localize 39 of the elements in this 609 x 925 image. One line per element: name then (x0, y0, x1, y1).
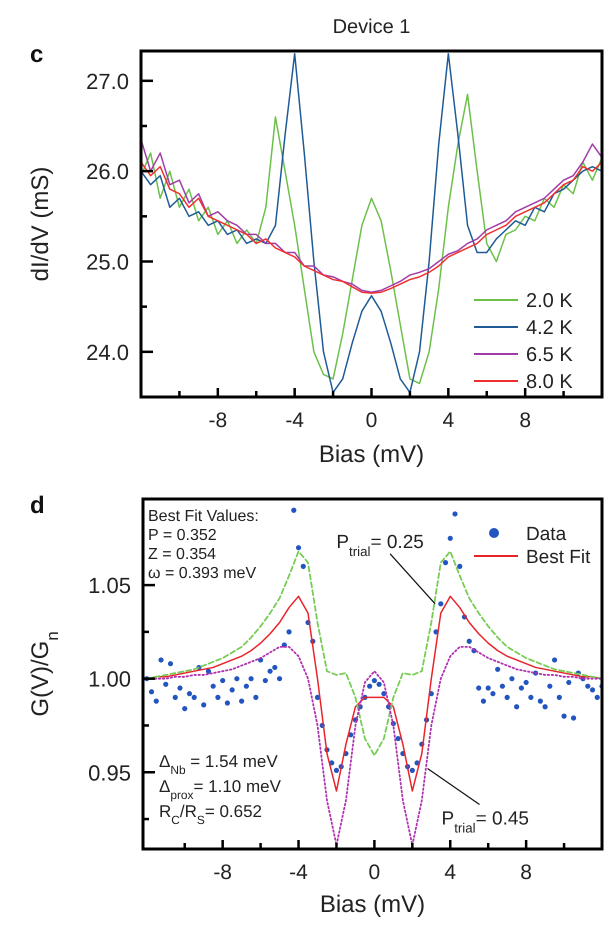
x-tick-label: -4 (285, 409, 304, 432)
y-tick-label: 25.0 (86, 249, 129, 274)
y-tick-label: 0.95 (88, 760, 131, 786)
annotation: Z = 0.354 (148, 546, 216, 563)
x-tick-label: 0 (368, 861, 380, 884)
x-tick-label: 4 (444, 861, 456, 884)
annotation: ω = 0.393 meV (148, 565, 256, 582)
annotation: Best Fit Values: (148, 508, 259, 525)
legend-label: 6.5 K (526, 344, 574, 366)
x-axis-title: Bias (mV) (320, 891, 426, 918)
x-axis-title: Bias (mV) (318, 441, 424, 468)
line-series (141, 161, 602, 294)
legend-label: 2.0 K (526, 290, 574, 312)
legend-label: 4.2 K (526, 317, 574, 339)
x-tick-label: -8 (213, 861, 232, 884)
annotation: P$_{trial}$= 0.25 (336, 532, 424, 558)
text: c (30, 41, 44, 68)
legend-label: 8.0 K (526, 371, 574, 393)
legend-label: Data (526, 524, 567, 545)
legend-label: Best Fit (526, 547, 592, 568)
y-tick-label: 27.0 (86, 68, 129, 94)
annotation: P = 0.352 (148, 527, 217, 544)
y-tick-label: 1.05 (88, 573, 131, 598)
x-tick-label: 0 (366, 409, 378, 432)
x-tick-label: 8 (519, 409, 532, 432)
chart-title: Device 1 (332, 16, 410, 38)
annotation: P$_{trial}$= 0.45 (442, 808, 529, 836)
y-tick-label: 1.00 (88, 666, 131, 692)
text: d (30, 492, 45, 519)
y-tick-label: 26.0 (86, 159, 129, 184)
y-tick-label: 24.0 (86, 340, 129, 365)
x-tick-label: -4 (289, 861, 308, 884)
x-tick-label: 8 (520, 861, 532, 884)
annotation: Δ$_{Nb}$ = 1.54 meV (159, 752, 278, 777)
x-tick-label: 4 (442, 409, 454, 432)
annotation: Δ$_{prox}$= 1.10 meV (159, 777, 282, 802)
annotation: R$_{C}$/R$_{S}$= 0.652 (159, 802, 262, 827)
y-axis-title: dI/dV (mS) (27, 166, 54, 282)
x-tick-label: -8 (208, 409, 228, 432)
